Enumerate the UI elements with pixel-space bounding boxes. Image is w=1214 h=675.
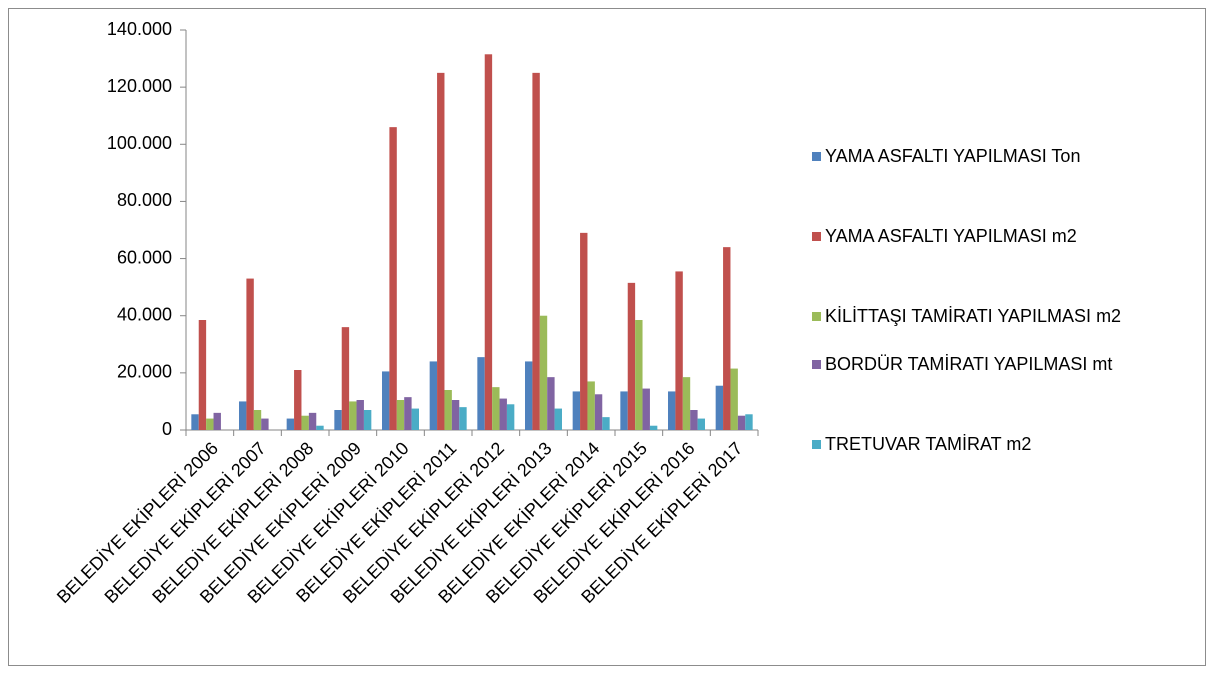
bar <box>451 400 460 430</box>
bar <box>484 54 493 431</box>
bar <box>261 418 269 430</box>
bar <box>246 278 254 430</box>
legend-label: KİLİTTAŞI TAMİRATI YAPILMASI m2 <box>825 306 1122 326</box>
bar <box>627 282 636 430</box>
legend-swatch <box>812 232 821 241</box>
bar <box>594 394 603 430</box>
y-tick-label: 120.000 <box>107 76 172 96</box>
bar <box>532 72 540 430</box>
legend-swatch <box>812 152 821 161</box>
bar <box>341 327 350 430</box>
bar <box>587 381 595 430</box>
bar <box>444 390 452 430</box>
bar <box>308 412 317 430</box>
bar <box>668 391 676 430</box>
bar <box>396 400 405 430</box>
bar <box>191 414 199 430</box>
bar <box>206 418 214 430</box>
legend-label: TRETUVAR TAMİRAT m2 <box>825 434 1032 454</box>
bar <box>349 401 357 430</box>
y-tick-label: 20.000 <box>117 362 172 382</box>
bar <box>723 247 731 430</box>
bar <box>554 408 562 430</box>
bar <box>506 404 515 430</box>
legend-entry: YAMA ASFALTI YAPILMASI Ton <box>812 140 1202 172</box>
legend-label: BORDÜR TAMİRATI YAPILMASI mt <box>825 354 1113 374</box>
bar <box>642 388 650 430</box>
bar <box>382 371 390 430</box>
bar <box>492 387 500 430</box>
bar <box>363 410 372 430</box>
bar <box>547 377 555 430</box>
bar <box>437 72 445 430</box>
bar <box>356 400 364 430</box>
bar <box>539 315 548 430</box>
bar <box>429 361 438 430</box>
bar <box>389 127 397 431</box>
bar <box>286 418 295 430</box>
legend-entry: KİLİTTAŞI TAMİRATI YAPILMASI m2 <box>812 300 1202 332</box>
legend-entry: TRETUVAR TAMİRAT m2 <box>812 428 1202 460</box>
legend-entry: BORDÜR TAMİRATI YAPILMASI mt <box>812 348 1202 380</box>
chart-frame <box>8 8 1206 666</box>
y-tick-label: 60.000 <box>117 247 172 267</box>
bar <box>620 391 628 430</box>
y-tick-label: 0 <box>162 419 172 439</box>
bar <box>334 410 342 430</box>
y-tick-label: 80.000 <box>117 190 172 210</box>
bar <box>602 417 610 430</box>
bar <box>294 370 302 430</box>
bar <box>253 410 262 430</box>
bar <box>499 398 507 430</box>
bar <box>525 361 533 430</box>
bar <box>404 397 412 430</box>
legend-swatch <box>812 360 821 369</box>
bar <box>730 368 738 430</box>
bar <box>675 271 683 430</box>
bar <box>459 407 467 430</box>
legend: YAMA ASFALTI YAPILMASI Ton YAMA ASFALTI Y… <box>812 140 1202 508</box>
bar <box>635 320 643 430</box>
bar <box>649 425 658 430</box>
bar <box>572 391 581 430</box>
legend-swatch <box>812 440 821 449</box>
y-tick-label: 140.000 <box>107 19 172 39</box>
y-tick-label: 100.000 <box>107 133 172 153</box>
bar <box>316 425 324 430</box>
bar <box>301 415 309 430</box>
bar <box>580 232 588 430</box>
legend-label: YAMA ASFALTI YAPILMASI m2 <box>825 226 1077 246</box>
bar <box>697 418 705 430</box>
bar <box>715 385 724 430</box>
legend-swatch <box>812 312 821 321</box>
bar <box>239 401 247 430</box>
bar <box>198 320 207 430</box>
bar <box>745 414 753 430</box>
bar <box>213 412 221 430</box>
bar <box>411 408 419 430</box>
bar <box>477 357 485 430</box>
legend-label: YAMA ASFALTI YAPILMASI Ton <box>825 146 1081 166</box>
bar <box>690 410 698 430</box>
legend-entry: YAMA ASFALTI YAPILMASI m2 <box>812 220 1202 252</box>
bar <box>737 415 746 430</box>
y-tick-label: 40.000 <box>117 304 172 324</box>
bar <box>682 377 691 430</box>
